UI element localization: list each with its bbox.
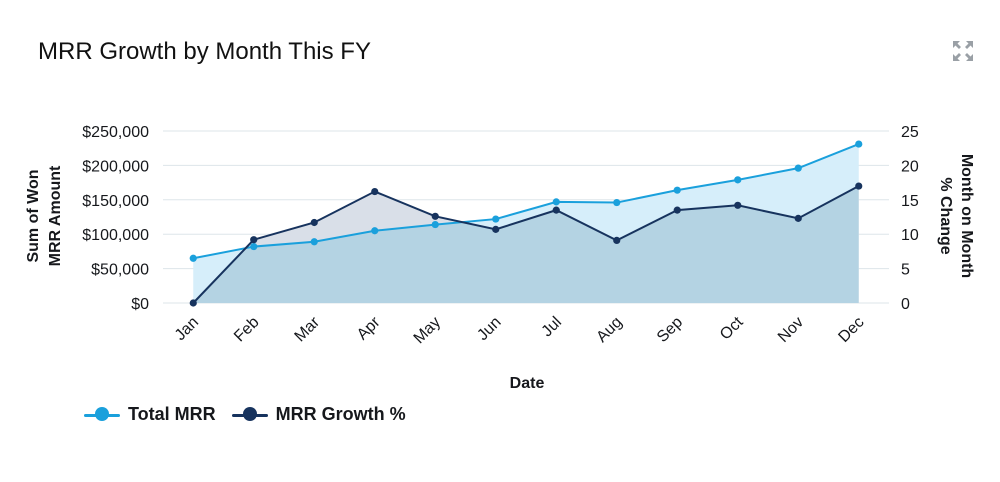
data-point-mrr-growth: [673, 206, 681, 214]
data-point-mrr-growth: [734, 201, 742, 209]
data-point-total-mrr: [431, 220, 439, 229]
x-tick-label: Jul: [539, 314, 565, 340]
series-line-total-mrr: [193, 143, 860, 260]
legend-marker-total-mrr: [84, 406, 120, 421]
data-point-total-mrr: [371, 227, 379, 235]
y-tick-label: $50,000: [91, 262, 149, 279]
data-point-mrr-growth: [552, 206, 560, 214]
data-point-total-mrr: [855, 140, 863, 148]
y-tick-label: $250,000: [82, 124, 149, 141]
data-point-total-mrr: [673, 186, 681, 194]
x-tick-label: Jun: [474, 314, 504, 344]
y2-axis-title: Month on Month% Change: [937, 154, 975, 278]
data-point-total-mrr: [310, 238, 318, 246]
x-axis-title: Date: [510, 375, 545, 392]
y2-tick-label: 20: [901, 158, 919, 175]
x-tick-label: Jan: [172, 314, 202, 344]
data-point-mrr-growth: [310, 218, 318, 227]
y-tick-label: $200,000: [82, 158, 149, 175]
data-point-mrr-growth: [189, 299, 197, 307]
x-tick-label: May: [411, 314, 444, 347]
data-point-mrr-growth: [855, 182, 863, 190]
data-point-total-mrr: [613, 198, 621, 207]
x-tick-label: Mar: [292, 313, 324, 345]
x-tick-label: Sep: [654, 314, 686, 346]
y-tick-label: $0: [131, 296, 149, 313]
x-tick-label: Nov: [775, 314, 807, 346]
data-point-total-mrr: [734, 176, 742, 184]
y2-tick-label: 5: [901, 262, 910, 279]
data-point-mrr-growth: [371, 187, 379, 196]
y-tick-label: $100,000: [82, 227, 149, 244]
data-point-mrr-growth: [431, 212, 439, 220]
y-axis-title: Sum of Won MRR Amount: [25, 165, 64, 266]
y2-tick-label: 0: [901, 296, 910, 313]
legend-item-mrr-growth[interactable]: MRR Growth %: [231, 404, 406, 425]
y-tick-label: $150,000: [82, 193, 149, 210]
data-point-total-mrr: [189, 254, 197, 262]
data-point-total-mrr: [794, 164, 802, 172]
legend-marker-mrr-growth: [231, 406, 268, 421]
data-point-total-mrr: [492, 215, 500, 223]
data-point-total-mrr: [552, 198, 560, 206]
y2-tick-label: 15: [901, 193, 919, 210]
x-tick-label: Feb: [231, 314, 263, 346]
data-point-mrr-growth: [250, 236, 258, 244]
y2-tick-label: 25: [901, 124, 919, 141]
data-point-mrr-growth: [492, 225, 500, 233]
data-point-mrr-growth: [613, 236, 621, 244]
data-point-mrr-growth: [794, 214, 802, 222]
x-tick-label: Dec: [835, 314, 867, 346]
legend-item-total-mrr[interactable]: Total MRR: [84, 404, 216, 425]
expand-icon[interactable]: [952, 40, 974, 62]
y2-tick-label: 10: [901, 227, 919, 244]
data-point-total-mrr: [250, 242, 258, 251]
chart-title: MRR Growth by Month This FY: [38, 38, 371, 65]
x-tick-label: Aug: [593, 314, 625, 346]
legend-label: MRR Growth %: [275, 404, 406, 424]
legend-label: Total MRR: [128, 404, 216, 424]
x-tick-label: Oct: [717, 313, 747, 343]
legend: Total MRR MRR Growth %: [84, 404, 406, 425]
series-line-mrr-growth: [192, 185, 860, 304]
x-tick-label: Apr: [354, 313, 384, 343]
